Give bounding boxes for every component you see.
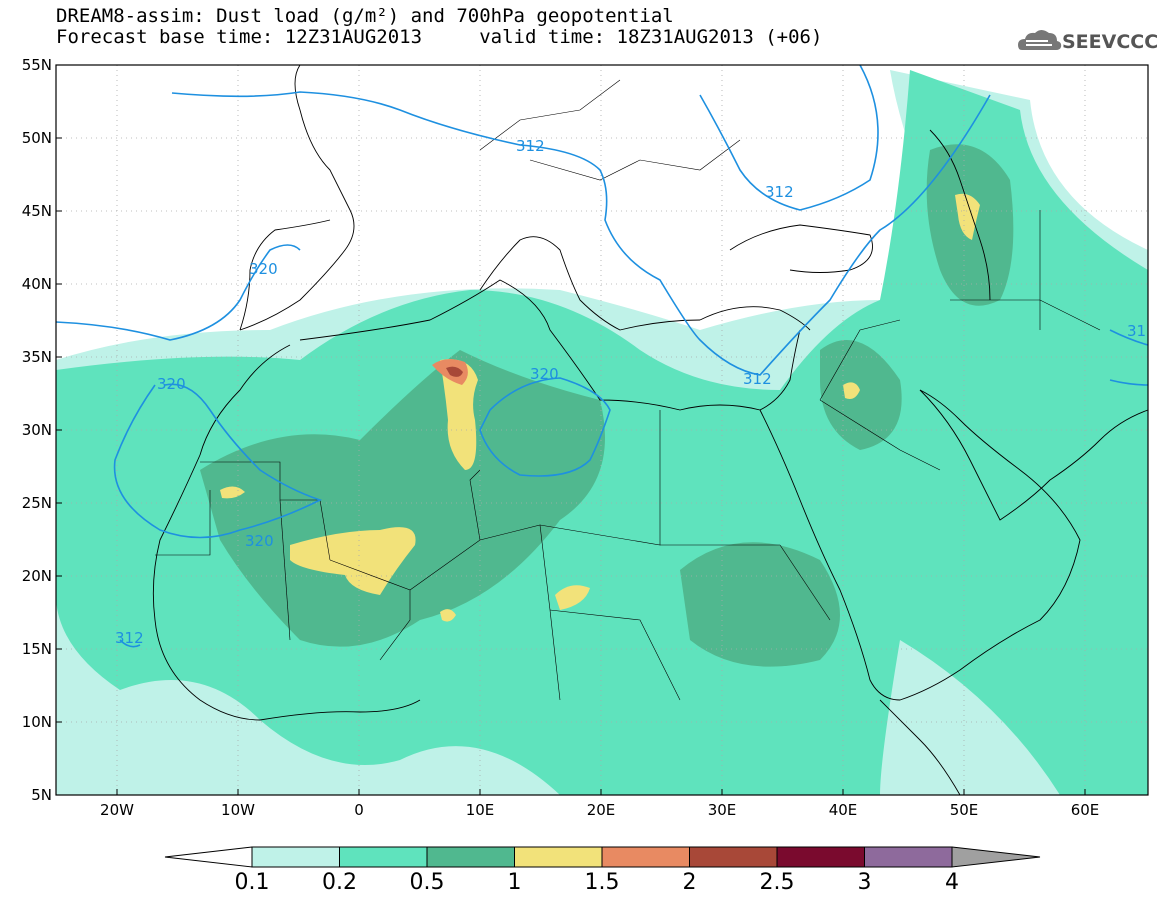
colorbar-tick-label: 1 [507, 870, 522, 895]
colorbar-tick-label: 0.5 [409, 870, 445, 895]
lon-label: 30E [708, 801, 737, 819]
contour-labels: 312 320 320 320 320 312 312 31 312 [115, 137, 1146, 647]
graticule [56, 65, 1148, 795]
lon-label: 20W [100, 801, 134, 819]
lon-label: 40E [829, 801, 858, 819]
contour-label: 320 [245, 532, 274, 550]
cloud-logo-icon [1018, 30, 1062, 50]
contour-label: 31 [1127, 322, 1146, 340]
colorbar-tick-label: 1.5 [584, 870, 620, 895]
dust-region-0.5 [200, 350, 605, 647]
colorbar [164, 846, 1041, 868]
lon-label: 50E [950, 801, 979, 819]
colorbar-swatch [339, 846, 428, 868]
logo-text: SEEVCCC [1062, 31, 1159, 53]
contour-label: 320 [157, 375, 186, 393]
colorbar-swatch [251, 846, 340, 868]
dust-region-1 [220, 486, 245, 499]
dust-region-0.5 [680, 542, 840, 667]
colorbar-tick-label: 0.1 [234, 870, 270, 895]
dust-region-1 [555, 585, 590, 610]
colorbar-swatch [776, 846, 865, 868]
colorbar-swatch [601, 846, 690, 868]
colorbar-swatch [864, 846, 953, 868]
dust-region-1 [843, 382, 860, 399]
contour-label: 320 [249, 260, 278, 278]
colorbar-swatch [689, 846, 778, 868]
lat-label: 45N [22, 202, 52, 220]
colorbar-tick-label: 0.2 [322, 870, 357, 895]
latitude-axis: 55N 50N 45N 40N 35N 30N 25N 20N 15N 10N … [22, 56, 62, 804]
contour-label: 320 [530, 365, 559, 383]
lat-label: 55N [22, 56, 52, 74]
contour-label: 312 [516, 137, 545, 155]
lon-label: 0 [354, 801, 364, 819]
lon-label: 60E [1071, 801, 1100, 819]
dust-region-0.5 [820, 340, 902, 450]
contour-label: 312 [743, 370, 772, 388]
chart-subtitle: Forecast base time: 12Z31AUG2013 valid t… [56, 26, 823, 48]
contour-label: 312 [765, 183, 794, 201]
colorbar-tick-label: 4 [945, 870, 959, 895]
colorbar-swatch [426, 846, 515, 868]
chart-title: DREAM8-assim: Dust load (g/m²) and 700hP… [56, 5, 674, 27]
lat-label: 20N [22, 567, 52, 585]
colorbar-max-arrow [951, 846, 1041, 868]
colorbar-tick-label: 2.5 [759, 870, 795, 895]
colorbar-min-arrow [164, 846, 253, 868]
dust-region-2 [446, 366, 463, 377]
lat-label: 5N [31, 786, 52, 804]
colorbar-tick-label: 2 [682, 870, 697, 895]
longitude-axis: 20W 10W 0 10E 20E 30E 40E 50E 60E [100, 789, 1099, 819]
dust-region-1 [440, 609, 456, 622]
lat-label: 50N [22, 129, 52, 147]
lat-label: 40N [22, 275, 52, 293]
dust-region-1 [955, 193, 980, 240]
lat-label: 10N [22, 713, 52, 731]
lat-label: 30N [22, 421, 52, 439]
country-borders [155, 79, 1101, 701]
lat-label: 15N [22, 640, 52, 658]
lon-label: 10W [221, 801, 255, 819]
lat-label: 35N [22, 348, 52, 366]
contour-label: 312 [115, 629, 144, 647]
lon-label: 20E [587, 801, 616, 819]
geopotential-contours [56, 65, 1148, 648]
dust-region-1 [440, 359, 478, 470]
dust-region-1 [290, 527, 416, 595]
lat-label: 25N [22, 494, 52, 512]
colorbar-tick-label: 3 [857, 870, 872, 895]
lon-label: 10E [466, 801, 495, 819]
colorbar-swatch [514, 846, 603, 868]
